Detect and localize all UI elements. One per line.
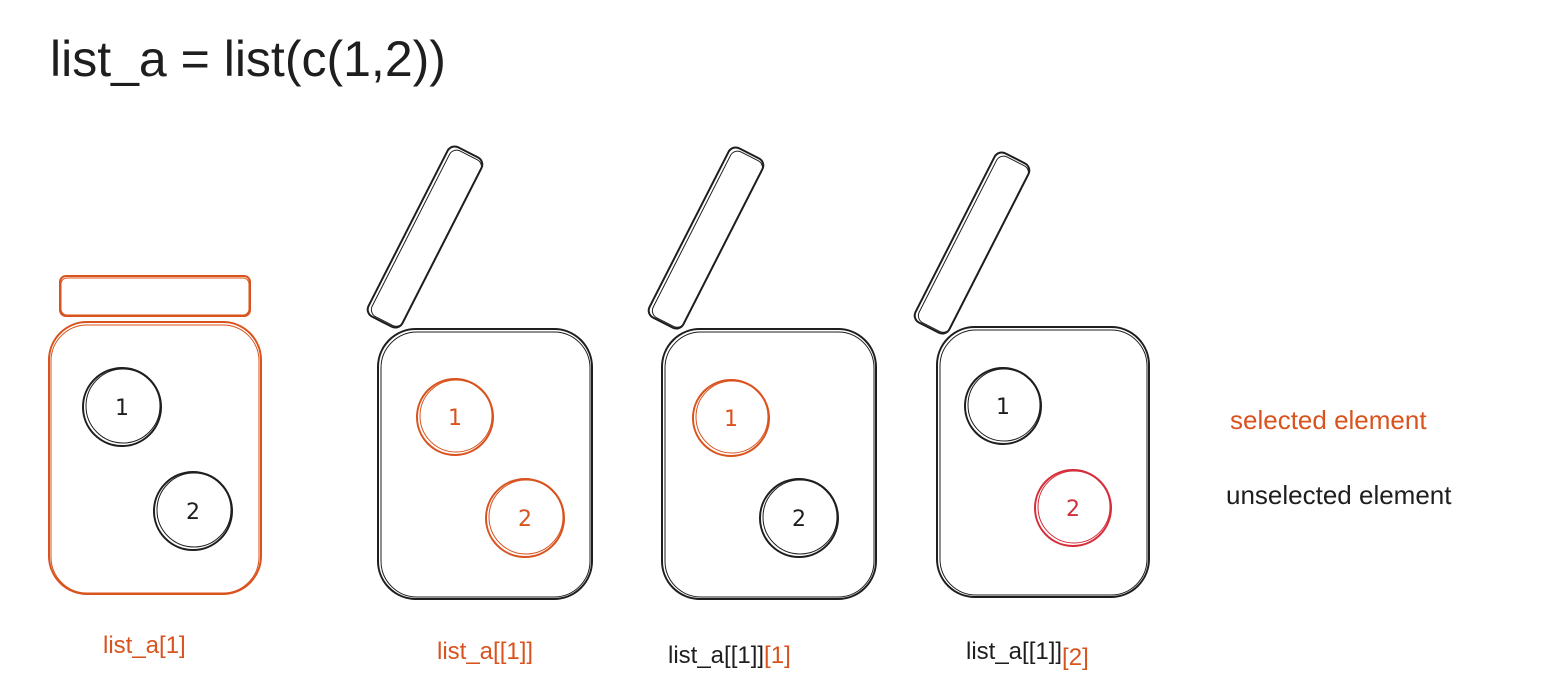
ball-1: 1 — [416, 378, 494, 456]
jar-body — [936, 326, 1150, 598]
jar-3-label-index: [1] — [764, 642, 791, 669]
ball-2: 2 — [153, 471, 233, 551]
jar-lid — [59, 275, 251, 317]
ball-1: 1 — [82, 367, 162, 447]
jar-lid — [366, 145, 484, 329]
ball-2-label: 2 — [518, 507, 532, 532]
jar-1-label: list_a[1] — [103, 632, 186, 660]
ball-1: 1 — [692, 379, 770, 457]
jar-open — [647, 146, 877, 600]
ball-2: 2 — [759, 478, 839, 558]
legend-unselected: unselected element — [1226, 480, 1452, 510]
jar-2-label-part: list_a[[1]] — [437, 638, 534, 665]
jar-1-label-part: list_a[1] — [103, 632, 186, 659]
page-title: list_a = list(c(1,2)) — [50, 31, 446, 87]
jar-4-label-base: list_a[[1]] — [966, 638, 1063, 665]
legend-selected: selected element — [1230, 405, 1427, 435]
jar-body — [48, 321, 262, 595]
jar-open — [913, 151, 1150, 598]
ball-1-label: 1 — [724, 407, 738, 432]
jar-4-label-index: [2] — [1062, 644, 1089, 671]
ball-1-label: 1 — [448, 406, 462, 431]
ball-1-label: 1 — [996, 395, 1010, 420]
jar-body — [661, 328, 877, 600]
ball-2-label: 2 — [792, 507, 806, 532]
jar-closed-selected — [48, 275, 262, 595]
jar-open — [366, 145, 593, 600]
ball-2: 2 — [485, 478, 565, 558]
jar-2-label: list_a[[1]] — [437, 638, 533, 666]
jar-lid — [913, 151, 1031, 335]
jar-3-label-base: list_a[[1]] — [668, 642, 765, 669]
ball-2: 2 — [1034, 469, 1112, 547]
ball-2-label: 2 — [1066, 497, 1080, 522]
ball-2-label: 2 — [186, 500, 200, 525]
jar-4-label: list_a[[1]][2] — [966, 638, 1089, 671]
jar-lid — [647, 146, 765, 330]
jar-body — [377, 328, 593, 600]
ball-1-label: 1 — [115, 396, 129, 421]
ball-1: 1 — [964, 367, 1042, 445]
jar-3-label: list_a[[1]][1] — [668, 642, 791, 670]
